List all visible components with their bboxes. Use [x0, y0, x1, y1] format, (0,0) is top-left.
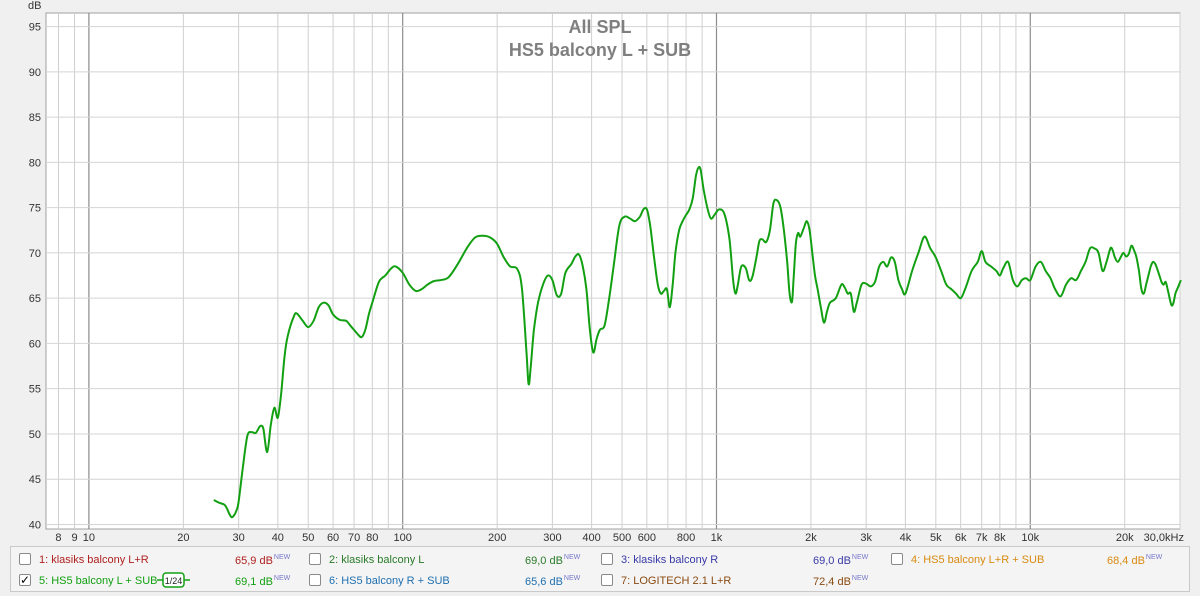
y-tick-label: 70	[29, 248, 41, 260]
legend-item-3[interactable]: 3: klasiks balcony R 69,0 dBNEW	[601, 551, 881, 569]
smoothing-icon: 1/24	[157, 572, 190, 588]
legend-checkbox-6[interactable]	[309, 574, 321, 586]
chart-subtitle: HS5 balcony L + SUB	[509, 40, 691, 60]
chart-title: All SPL	[568, 17, 631, 37]
smoothing-label: 1/24	[165, 576, 183, 586]
x-tick-label: 400	[582, 532, 600, 542]
legend-label-1: 1: klasiks balcony L+R	[39, 554, 149, 566]
x-tick-label: 2k	[805, 532, 817, 542]
x-tick-label: 300	[543, 532, 561, 542]
legend-item-5[interactable]: ✓ 5: HS5 balcony L + SUB 1/24 69,1 dBNEW	[19, 572, 291, 590]
y-tick-label: 50	[29, 429, 41, 441]
x-tick-label: 10	[83, 532, 95, 542]
y-tick-labels: 40 45 50 55 60 65 70 75 80 85 90 95	[29, 22, 41, 532]
legend-value-4: 68,4 dBNEW	[1107, 554, 1163, 567]
x-tick-label: 9	[71, 532, 77, 542]
x-tick-label: 70	[348, 532, 360, 542]
x-tick-label: 40	[272, 532, 284, 542]
y-tick-label: 95	[29, 22, 41, 34]
legend-value-6: 65,6 dBNEW	[525, 575, 581, 588]
legend-value-1: 65,9 dBNEW	[235, 554, 291, 567]
y-tick-label: 85	[29, 112, 41, 124]
legend-label-3: 3: klasiks balcony R	[621, 554, 719, 566]
x-tick-label: 80	[366, 532, 378, 542]
legend-checkbox-2[interactable]	[309, 553, 321, 565]
measurement-legend: 1: klasiks balcony L+R 65,9 dBNEW 2: kla…	[10, 546, 1190, 592]
x-tick-label: 200	[488, 532, 506, 542]
legend-item-1[interactable]: 1: klasiks balcony L+R 65,9 dBNEW	[19, 551, 291, 569]
x-tick-label: 5k	[930, 532, 942, 542]
y-tick-label: 45	[29, 474, 41, 486]
x-tick-label: 600	[638, 532, 656, 542]
x-tick-label: 8k	[994, 532, 1006, 542]
y-tick-label: 65	[29, 293, 41, 305]
x-tick-label: 100	[394, 532, 412, 542]
smoothing-indicator[interactable]: 1/24	[157, 572, 190, 588]
x-tick-label: 8	[55, 532, 61, 542]
y-tick-label: 55	[29, 384, 41, 396]
legend-checkbox-4[interactable]	[891, 553, 903, 565]
x-tick-label: 30,0kHz	[1144, 532, 1184, 542]
series-line-1	[213, 165, 1182, 519]
legend-label-6: 6: HS5 balcony R + SUB	[329, 575, 450, 587]
legend-checkbox-5[interactable]: ✓	[19, 573, 31, 587]
y-tick-label: 60	[29, 338, 41, 350]
x-tick-labels: 8 9 10 20 30 40 50 60 70 80 100 200 300 400 500 600 800 1…	[55, 532, 1184, 542]
x-tick-label: 20	[177, 532, 189, 542]
legend-value-2: 69,0 dBNEW	[525, 554, 581, 567]
x-tick-label: 7k	[976, 532, 988, 542]
legend-checkbox-3[interactable]	[601, 553, 613, 565]
y-tick-label: 40	[29, 519, 41, 531]
legend-checkbox-1[interactable]	[19, 553, 31, 565]
legend-value-5: 69,1 dBNEW	[235, 575, 291, 588]
x-tick-label: 1k	[711, 532, 723, 542]
x-tick-label: 6k	[955, 532, 967, 542]
x-tick-label: 60	[327, 532, 339, 542]
x-tick-label: 3k	[860, 532, 872, 542]
legend-item-6[interactable]: 6: HS5 balcony R + SUB 65,6 dBNEW	[309, 572, 581, 590]
legend-label-7: 7: LOGITECH 2.1 L+R	[621, 575, 732, 587]
legend-checkbox-7[interactable]	[601, 574, 613, 586]
legend-item-4[interactable]: 4: HS5 balcony L+R + SUB 68,4 dBNEW	[891, 551, 1181, 569]
legend-label-2: 2: klasiks balcony L	[329, 554, 425, 566]
legend-value-3: 69,0 dBNEW	[813, 554, 869, 567]
legend-label-4: 4: HS5 balcony L+R + SUB	[911, 554, 1045, 566]
x-tick-label: 20k	[1116, 532, 1134, 542]
x-tick-label: 800	[677, 532, 695, 542]
y-tick-label: 75	[29, 203, 41, 215]
y-tick-label: 80	[29, 157, 41, 169]
y-axis-label: dB	[28, 0, 41, 12]
legend-label-5: 5: HS5 balcony L + SUB	[39, 575, 158, 587]
legend-item-7[interactable]: 7: LOGITECH 2.1 L+R 72,4 dBNEW	[601, 572, 881, 590]
x-tick-label: 500	[613, 532, 631, 542]
y-tick-label: 90	[29, 67, 41, 79]
x-tick-label: 30	[232, 532, 244, 542]
x-tick-label: 50	[302, 532, 314, 542]
spl-chart: 40 45 50 55 60 65 70 75 80 85 90 95 8 9 10 20 30 40 50 60 7…	[28, 0, 1184, 542]
x-tick-label: 4k	[900, 532, 912, 542]
legend-value-7: 72,4 dBNEW	[813, 575, 869, 588]
legend-item-2[interactable]: 2: klasiks balcony L 69,0 dBNEW	[309, 551, 581, 569]
x-tick-label: 10k	[1021, 532, 1039, 542]
series-group	[213, 165, 1182, 519]
grid-lines	[46, 13, 1181, 529]
